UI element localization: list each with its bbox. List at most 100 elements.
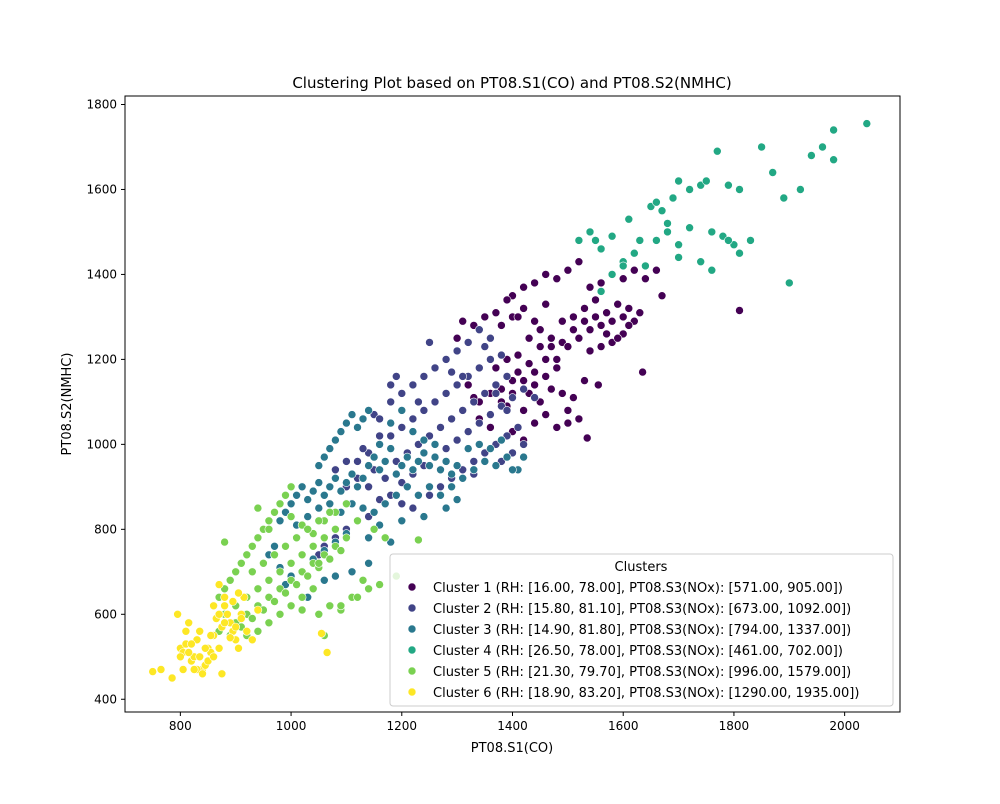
data-point-cluster-3 (319, 575, 329, 585)
data-point-cluster-4 (674, 240, 683, 249)
data-point-cluster-6 (242, 626, 252, 636)
data-point-cluster-5 (358, 575, 368, 585)
legend-marker-cluster-1 (407, 582, 417, 592)
data-point-cluster-2 (430, 397, 440, 407)
data-point-cluster-4 (818, 142, 827, 152)
data-point-cluster-1 (569, 393, 578, 402)
data-point-cluster-5 (331, 524, 340, 534)
data-point-cluster-5 (325, 601, 335, 611)
data-point-cluster-4 (641, 261, 650, 271)
data-point-cluster-6 (237, 614, 246, 623)
data-point-cluster-5 (380, 533, 390, 543)
data-point-cluster-3 (414, 490, 423, 500)
data-point-cluster-2 (486, 410, 495, 419)
data-point-cluster-4 (652, 197, 661, 207)
data-point-cluster-3 (314, 461, 324, 470)
data-point-cluster-5 (231, 567, 240, 577)
data-point-cluster-3 (358, 503, 368, 513)
data-point-cluster-3 (408, 465, 418, 475)
data-point-cluster-2 (502, 372, 512, 381)
data-point-cluster-2 (447, 414, 456, 424)
x-tick-label: 1000 (276, 719, 307, 733)
data-point-cluster-1 (563, 406, 573, 415)
data-point-cluster-1 (607, 316, 617, 326)
data-point-cluster-3 (380, 457, 390, 466)
legend-label-cluster-5: Cluster 5 (RH: [21.30, 79.70], PT08.S3(N… (433, 665, 851, 680)
data-point-cluster-5 (314, 609, 324, 619)
data-point-cluster-5 (264, 618, 274, 628)
data-point-cluster-6 (209, 601, 218, 611)
data-point-cluster-5 (259, 558, 268, 568)
data-point-cluster-2 (386, 380, 396, 390)
data-point-cluster-6 (217, 669, 227, 679)
data-point-cluster-3 (364, 461, 373, 470)
data-point-cluster-3 (336, 427, 346, 436)
data-point-cluster-3 (353, 482, 362, 492)
data-point-cluster-3 (436, 465, 445, 475)
legend-marker-cluster-6 (407, 687, 417, 697)
data-point-cluster-6 (234, 588, 243, 598)
data-point-cluster-5 (286, 558, 296, 568)
data-point-cluster-3 (375, 465, 384, 475)
data-point-cluster-1 (546, 333, 556, 343)
data-point-cluster-2 (358, 444, 368, 453)
data-point-cluster-3 (325, 444, 335, 453)
data-point-cluster-6 (214, 580, 224, 589)
data-point-cluster-1 (463, 380, 473, 390)
data-point-cluster-3 (347, 469, 357, 479)
data-point-cluster-1 (552, 355, 562, 364)
data-point-cluster-2 (425, 338, 434, 347)
data-point-cluster-4 (768, 168, 778, 177)
data-point-cluster-2 (430, 363, 440, 373)
data-point-cluster-2 (486, 355, 495, 364)
data-point-cluster-1 (574, 414, 584, 424)
data-point-cluster-1 (546, 342, 556, 351)
data-point-cluster-3 (286, 499, 296, 509)
data-point-cluster-1 (530, 367, 539, 377)
data-point-cluster-5 (275, 609, 285, 619)
data-point-cluster-5 (248, 541, 257, 551)
data-point-cluster-6 (253, 605, 263, 615)
data-point-cluster-3 (430, 440, 440, 449)
data-point-cluster-5 (264, 516, 274, 526)
data-point-cluster-2 (391, 372, 401, 381)
data-point-cluster-5 (292, 533, 301, 543)
data-point-cluster-1 (652, 265, 661, 275)
data-point-cluster-3 (292, 490, 301, 500)
data-point-cluster-1 (491, 363, 501, 373)
data-point-cluster-3 (419, 435, 429, 445)
data-point-cluster-5 (353, 516, 362, 526)
data-point-cluster-1 (596, 278, 606, 288)
data-point-cluster-1 (596, 321, 606, 330)
data-point-cluster-1 (552, 423, 562, 432)
data-point-cluster-4 (724, 236, 733, 245)
data-point-cluster-6 (322, 648, 332, 657)
data-point-cluster-4 (757, 142, 766, 152)
y-tick-label: 800 (94, 522, 117, 536)
data-point-cluster-4 (591, 236, 600, 245)
data-point-cluster-1 (574, 257, 584, 267)
data-point-cluster-1 (541, 270, 551, 279)
data-point-cluster-4 (607, 231, 617, 241)
data-point-cluster-2 (436, 423, 445, 432)
data-point-cluster-6 (206, 631, 216, 640)
data-point-cluster-3 (380, 499, 390, 509)
data-point-cluster-1 (735, 306, 744, 315)
data-point-cluster-5 (253, 503, 263, 513)
x-tick-label: 2000 (829, 719, 860, 733)
data-point-cluster-4 (663, 227, 672, 237)
data-point-cluster-3 (480, 457, 490, 466)
data-point-cluster-4 (707, 227, 717, 237)
legend-label-cluster-4: Cluster 4 (RH: [26.50, 78.00], PT08.S3(N… (433, 644, 843, 659)
data-point-cluster-3 (469, 465, 479, 475)
data-point-cluster-4 (707, 265, 717, 275)
data-point-cluster-3 (325, 482, 335, 492)
data-point-cluster-2 (486, 333, 495, 343)
data-point-cluster-6 (228, 597, 238, 606)
data-point-cluster-2 (474, 325, 484, 335)
data-point-cluster-2 (386, 397, 396, 407)
data-point-cluster-5 (270, 597, 279, 606)
data-point-cluster-3 (486, 444, 495, 453)
data-point-cluster-4 (696, 257, 706, 267)
